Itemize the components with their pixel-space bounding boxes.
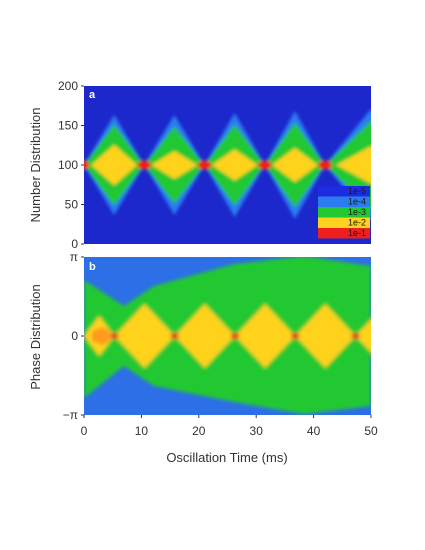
focus-point <box>257 160 272 170</box>
x-axis-label: Oscillation Time (ms) <box>166 450 287 465</box>
x-tick-label: 10 <box>135 424 149 438</box>
x-tick-label: 50 <box>364 424 378 438</box>
legend-swatch <box>318 228 370 239</box>
color-scale-legend: 1e-51e-41e-31e-21e-1 <box>318 186 370 239</box>
panel-a-y-axis-label: Number Distribution <box>28 108 43 223</box>
legend-swatch <box>318 186 370 197</box>
legend-label: 1e-4 <box>348 197 366 207</box>
x-tick-label: 30 <box>250 424 264 438</box>
y-tick-label: 100 <box>58 158 78 172</box>
panel-a-label: a <box>89 89 96 101</box>
legend-label: 1e-3 <box>348 207 366 217</box>
focus-point <box>110 333 119 339</box>
phase-lobe <box>174 304 235 368</box>
lobe-mark <box>336 146 371 184</box>
lobe-mark <box>91 144 138 186</box>
legend-label: 1e-5 <box>348 186 366 196</box>
initial-peak <box>91 328 112 344</box>
focus-point <box>170 333 179 339</box>
legend-label: 1e-2 <box>348 218 366 228</box>
phase-lobe <box>114 304 175 368</box>
panel-b-y-ticks: −π 0 π <box>63 250 84 422</box>
focus-point <box>230 333 239 339</box>
lobe-mark <box>151 150 198 180</box>
phase-lobe <box>234 304 296 368</box>
focus-point <box>351 333 360 339</box>
y-tick-label: π <box>70 250 78 264</box>
lobe-mark <box>211 149 258 181</box>
focus-point <box>84 160 89 170</box>
x-tick-label: 20 <box>192 424 206 438</box>
panel-b: b −π0π Phase Distribution 0 10 20 30 40 50 Os… <box>28 250 378 465</box>
focus-point <box>318 160 333 170</box>
x-axis-ticks: 0 10 20 30 40 50 <box>81 415 378 438</box>
focus-point <box>291 333 300 339</box>
legend-swatch <box>318 217 370 228</box>
panel-a-heatmap <box>84 109 371 221</box>
y-tick-label: 150 <box>58 119 78 133</box>
legend-swatch <box>318 207 370 218</box>
lobe-mark <box>272 147 318 183</box>
legend-swatch <box>318 196 370 207</box>
focus-point <box>197 160 212 170</box>
x-tick-label: 40 <box>307 424 321 438</box>
y-tick-label: 0 <box>71 329 78 343</box>
panel-b-heatmap <box>84 257 371 414</box>
y-tick-label: −π <box>63 408 78 422</box>
y-tick-label: 200 <box>58 79 78 93</box>
y-tick-label: 0 <box>71 237 78 251</box>
phase-lobe <box>355 319 371 353</box>
panel-b-y-axis-label: Phase Distribution <box>28 284 43 390</box>
panel-b-label: b <box>89 261 96 273</box>
panel-a-y-ticks: 0 50 100 150 200 <box>58 79 84 251</box>
legend-label: 1e-1 <box>348 228 366 238</box>
x-tick-label: 0 <box>81 424 88 438</box>
y-tick-label: 50 <box>65 198 79 212</box>
phase-lobe <box>295 304 356 368</box>
focus-point <box>137 160 152 170</box>
